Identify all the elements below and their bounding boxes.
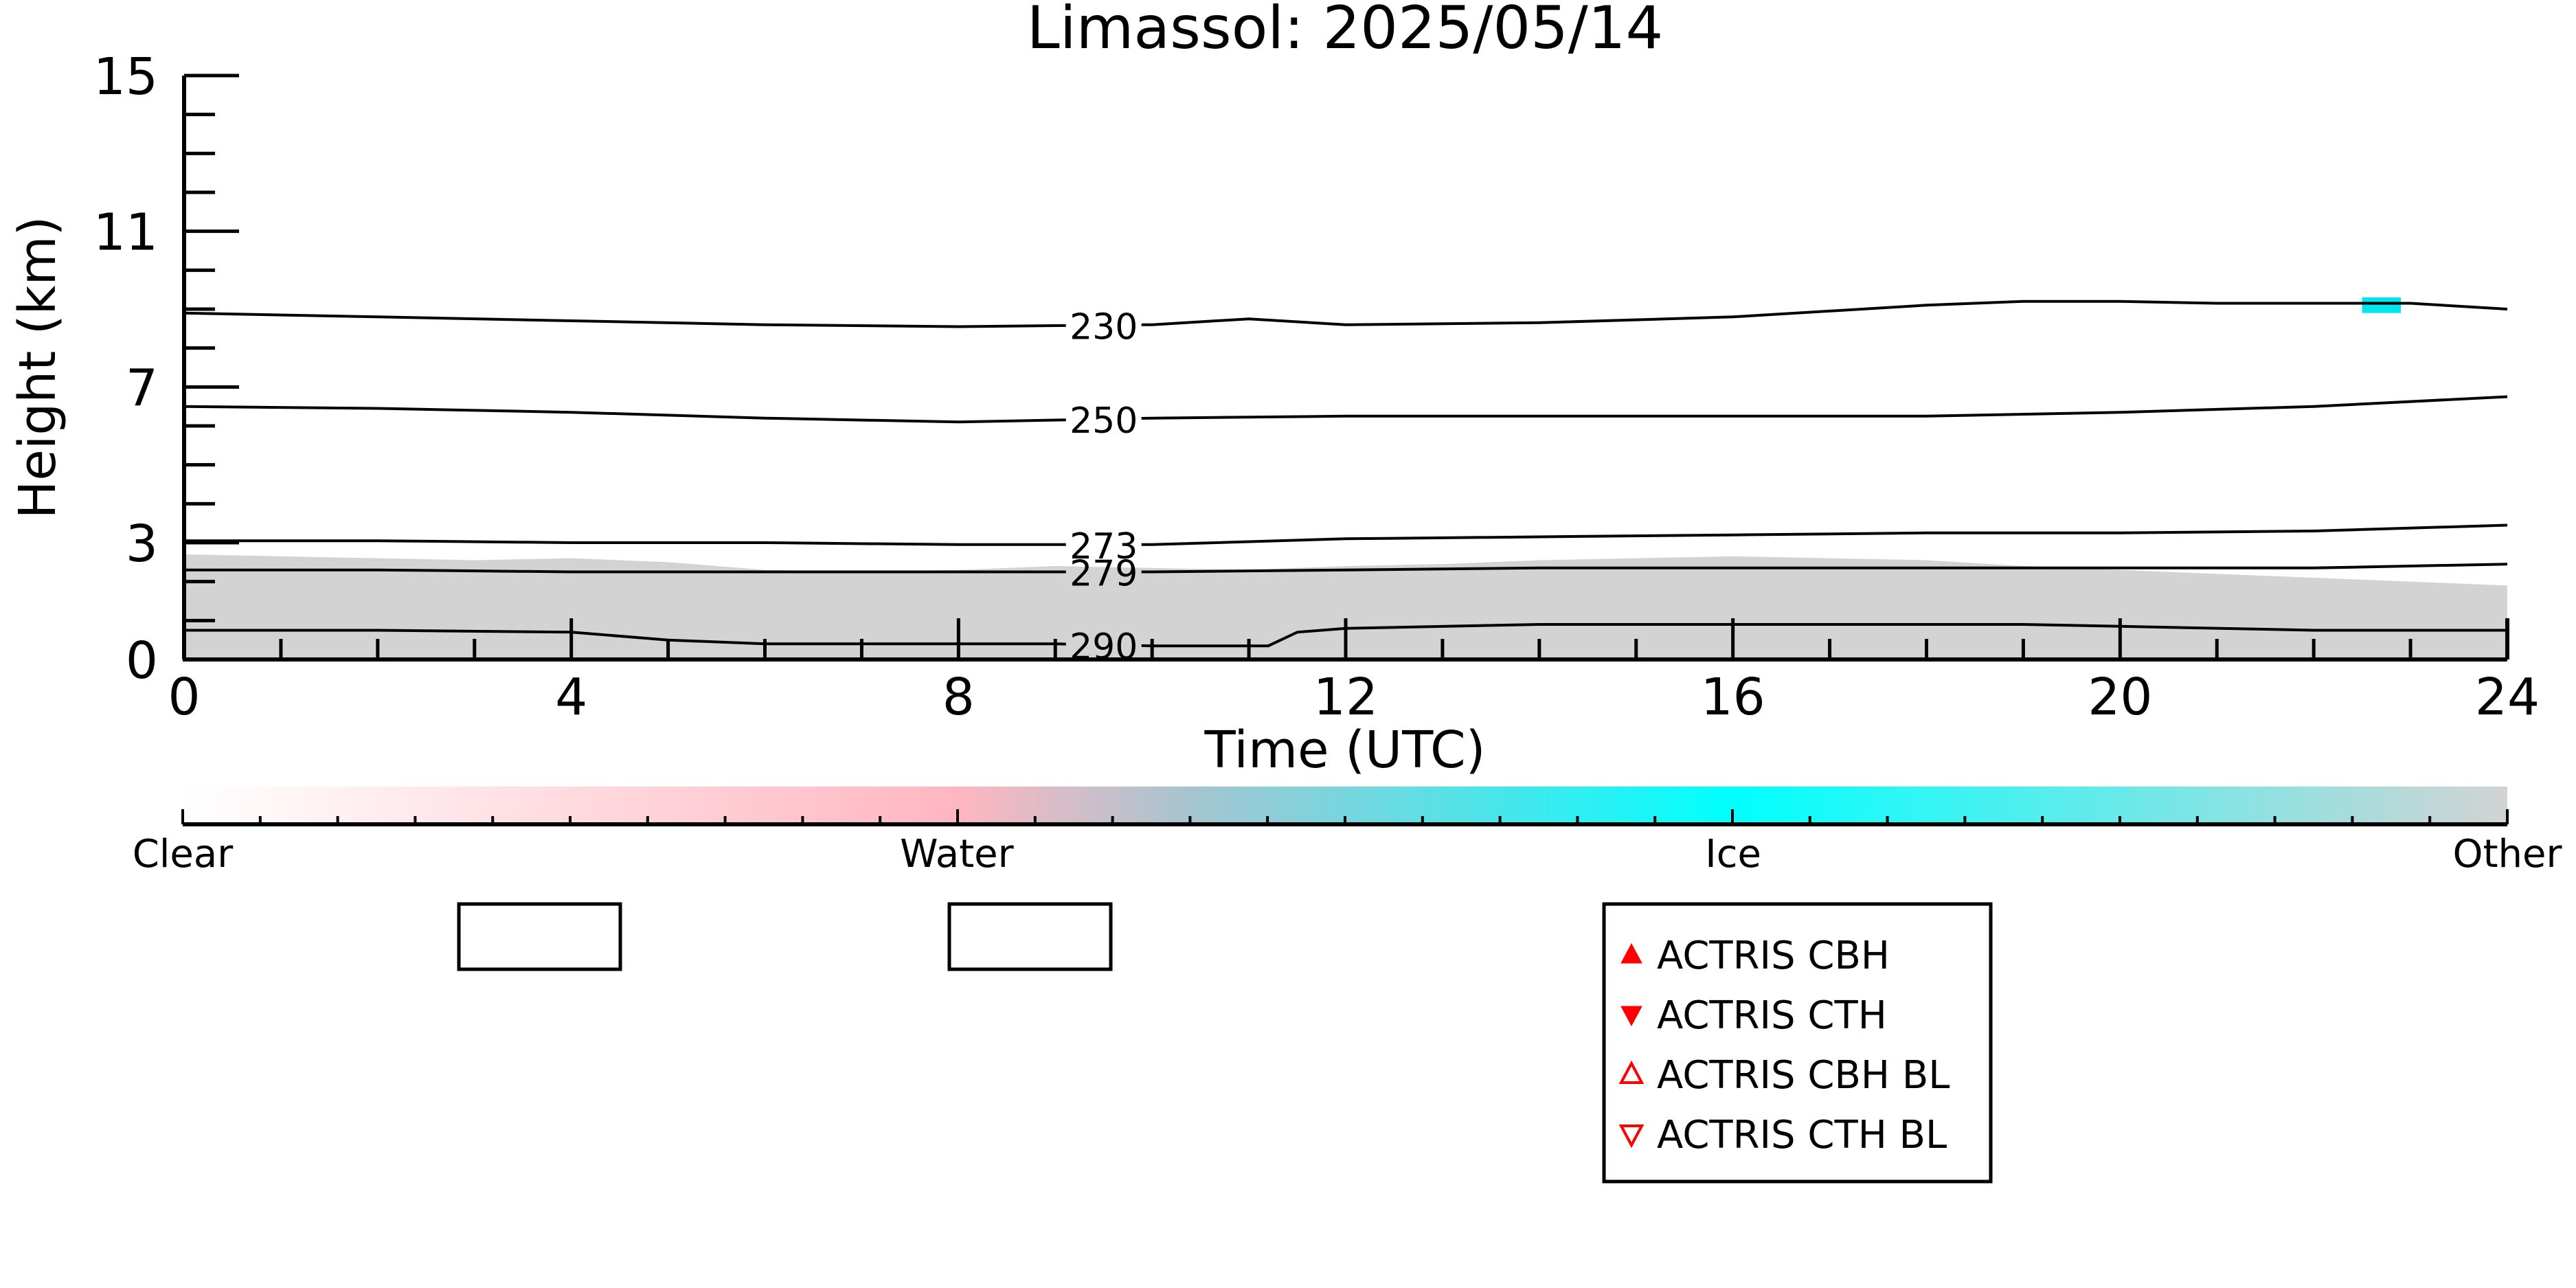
x-tick-label: 0 bbox=[168, 668, 200, 727]
x-tick-label: 12 bbox=[1313, 668, 1378, 727]
legend-label: ACTRIS CTH BL bbox=[1657, 1113, 1947, 1157]
x-tick-label: 20 bbox=[2088, 668, 2152, 727]
colorbar-label-ice: Ice bbox=[1705, 832, 1761, 877]
legend-label: ACTRIS CBH BL bbox=[1657, 1053, 1950, 1098]
contour-273-right bbox=[1141, 523, 2508, 546]
legend-frame bbox=[1602, 902, 1993, 1184]
contour-279-right bbox=[1141, 563, 2508, 574]
x-tick-label: 4 bbox=[555, 668, 587, 727]
y-tick-label: 15 bbox=[93, 47, 158, 106]
colorbar-label-other: Other bbox=[2452, 832, 2562, 877]
colorbar-labels: Clear Water Ice Other bbox=[133, 832, 2563, 877]
legend-label: ACTRIS CBH bbox=[1657, 934, 1890, 978]
contour-250-left bbox=[183, 405, 1066, 424]
x-ticks: 0 4 8 12 16 20 24 bbox=[168, 618, 2540, 727]
contour-label-273: 273 bbox=[1070, 526, 1138, 567]
contour-230-right bbox=[1141, 300, 2508, 326]
x-tick-label: 8 bbox=[942, 668, 975, 727]
y-ticks: 0 3 7 11 15 bbox=[93, 47, 239, 690]
chart-title: Limassol: 2025/05/14 bbox=[1027, 0, 1663, 63]
x-tick-label: 16 bbox=[1701, 668, 1765, 727]
contour-273-left bbox=[184, 539, 1066, 546]
colorbar: Clear Water Ice Other bbox=[133, 787, 2563, 877]
cloud-classification-field bbox=[184, 297, 2507, 659]
triangle-up-icon bbox=[1618, 1060, 1645, 1084]
y-tick-label: 7 bbox=[126, 359, 158, 418]
colorbar-label-water: Water bbox=[900, 832, 1015, 877]
colorbar-ticks bbox=[181, 809, 2509, 824]
triangle-up-icon bbox=[1620, 942, 1642, 964]
y-axis-label: Height (km) bbox=[8, 216, 67, 519]
legend-items: ACTRIS CBH ACTRIS CTH ACTRIS CBH BL ACTRIS … bbox=[1618, 934, 1950, 1157]
x-tick-label: 24 bbox=[2475, 668, 2540, 727]
ice-class-patch bbox=[2362, 297, 2401, 313]
contour-230-left bbox=[183, 311, 1066, 328]
contour-label-250: 250 bbox=[1070, 400, 1138, 442]
contour-label-230: 230 bbox=[1070, 306, 1138, 348]
contour-250-right bbox=[1141, 395, 2508, 420]
colorbar-label-clear: Clear bbox=[133, 832, 234, 877]
legend-label: ACTRIS CTH bbox=[1657, 993, 1887, 1038]
contour-279-left bbox=[184, 568, 1066, 574]
y-tick-label: 11 bbox=[93, 203, 158, 262]
empty-legend-box-middle bbox=[947, 902, 1113, 971]
triangle-down-icon bbox=[1618, 1125, 1645, 1149]
legend: ACTRIS CBH ACTRIS CTH ACTRIS CBH BL ACTRIS … bbox=[1602, 902, 1993, 1184]
contour-290-left bbox=[184, 629, 1066, 646]
triangle-down-icon bbox=[1620, 1006, 1642, 1027]
x-axis-label: Time (UTC) bbox=[1204, 721, 1485, 780]
other-class-region bbox=[184, 554, 2507, 659]
contour-label-279: 279 bbox=[1070, 554, 1138, 595]
y-tick-label: 3 bbox=[126, 515, 158, 574]
empty-legend-box-left bbox=[457, 902, 622, 971]
y-tick-label: 0 bbox=[126, 631, 158, 690]
